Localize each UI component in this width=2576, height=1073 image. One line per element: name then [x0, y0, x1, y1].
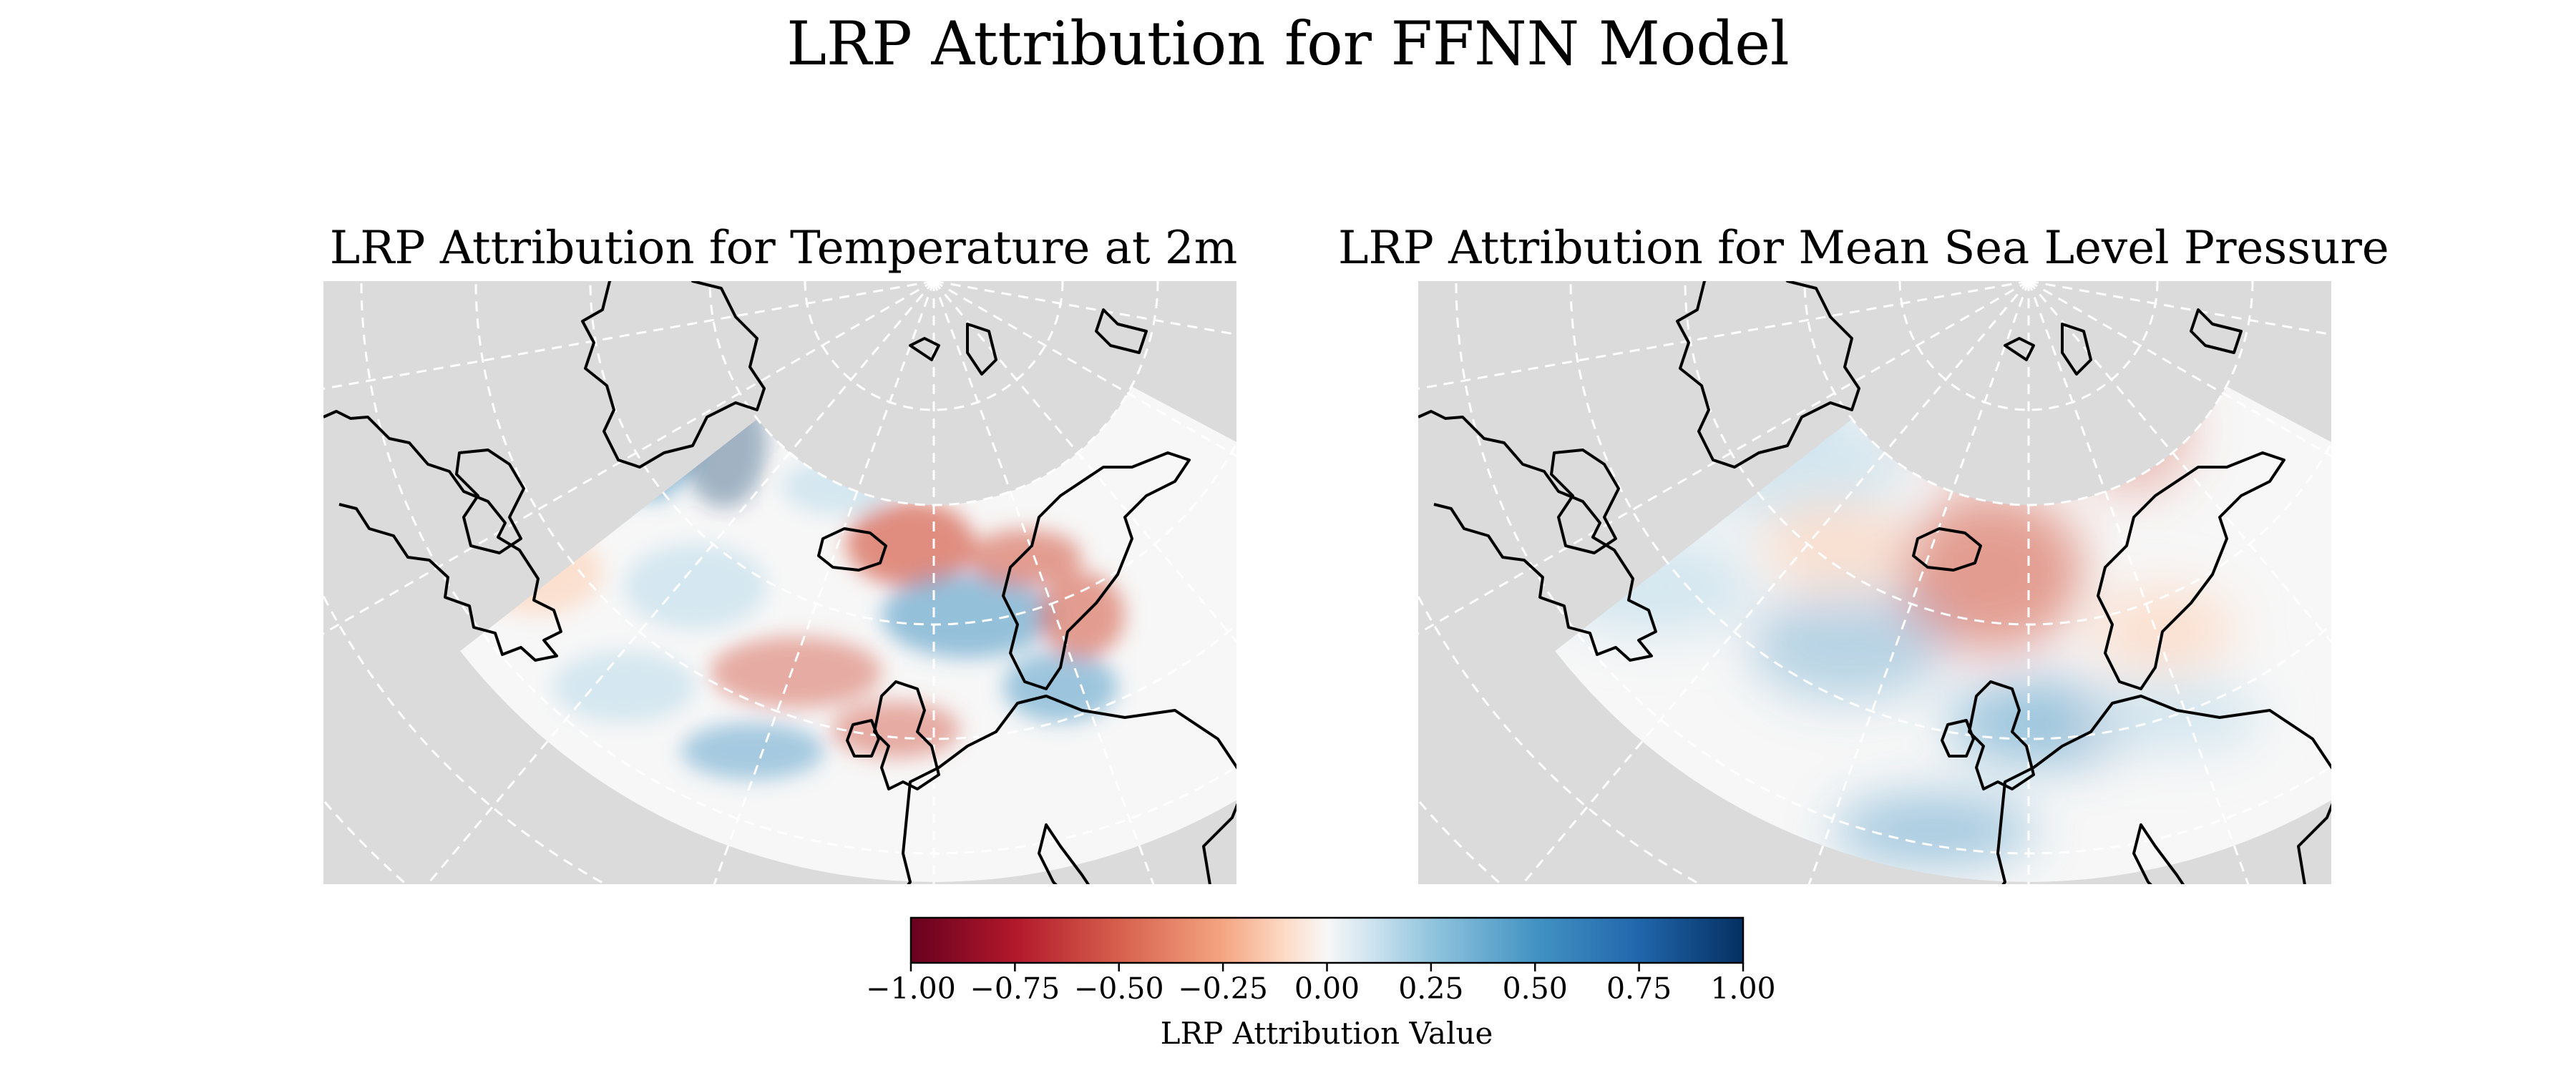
- meridian-line: [934, 95, 1991, 281]
- colorbar-tick-label: −0.75: [970, 971, 1060, 1006]
- colorbar-tick-label: 0.00: [1294, 971, 1360, 1006]
- colorbar-tick-label: 0.75: [1606, 971, 1672, 1006]
- meridian-line: [2029, 0, 2396, 281]
- meridian-line: [1099, 0, 2029, 281]
- meridian-line: [567, 0, 934, 281]
- attribution-patch: [624, 544, 767, 629]
- attribution-patch: [1039, 572, 1125, 658]
- colorbar: −1.00 −0.75 −0.50 −0.25 0.00 0.25 0.50 0.75 1.00…: [866, 918, 1775, 1051]
- attribution-patch: [1747, 587, 1948, 701]
- meridian-line: [244, 0, 934, 281]
- attribution-patch: [552, 651, 696, 722]
- colorbar-tick-label: −0.50: [1074, 971, 1164, 1006]
- attribution-patch: [710, 637, 882, 708]
- colorbar-tick-label: 1.00: [1710, 971, 1775, 1006]
- colorbar-tick-label: 0.25: [1398, 971, 1463, 1006]
- meridian-line: [934, 0, 1624, 281]
- meridian-line: [1662, 0, 2029, 281]
- meridian-line: [4, 0, 934, 281]
- colorbar-tick-label: −1.00: [866, 971, 956, 1006]
- meridian-line: [972, 95, 2029, 281]
- meridian-line: [2029, 95, 2576, 281]
- colorbar-ticks: −1.00 −0.75 −0.50 −0.25 0.00 0.25 0.50 0.75 1.00: [866, 963, 1775, 1006]
- meridian-line: [934, 0, 1863, 281]
- meridian-line: [2029, 0, 2576, 281]
- colorbar-label: LRP Attribution Value: [1161, 1016, 1493, 1051]
- meridian-line: [2029, 0, 2576, 281]
- meridian-line: [934, 0, 1301, 281]
- meridian-line: [0, 95, 934, 281]
- colorbar-tick-label: −0.25: [1178, 971, 1268, 1006]
- colorbar-tick-label: 0.50: [1503, 971, 1568, 1006]
- meridian-line: [1339, 0, 2029, 281]
- colorbar-gradient: [911, 918, 1743, 963]
- attribution-patch: [681, 722, 824, 780]
